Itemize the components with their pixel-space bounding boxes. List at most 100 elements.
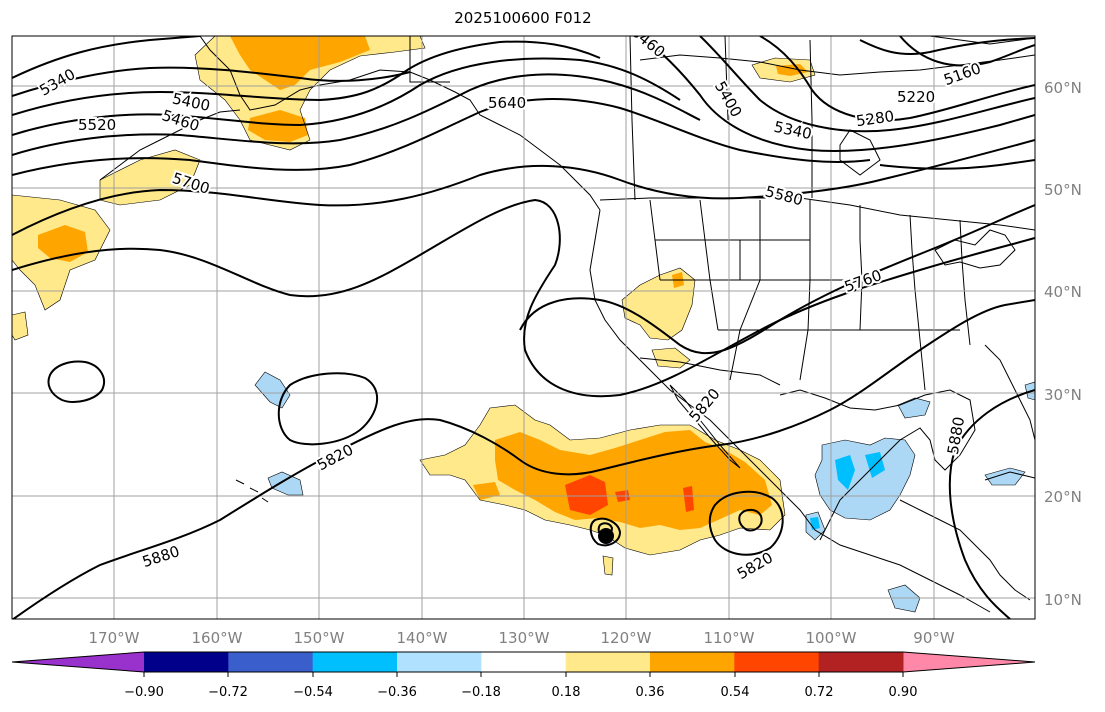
colorbar-tick-label: −0.72 (208, 685, 248, 700)
florida-coast (984, 344, 1035, 441)
negative-anomaly-region (835, 455, 855, 490)
shading-outline (887, 584, 921, 613)
colorbar-tick-label: −0.36 (377, 685, 417, 700)
lat-label: 50°N (1044, 181, 1082, 199)
map-frame (11, 35, 1036, 620)
contour-line (12, 98, 871, 176)
positive-anomaly-region (683, 486, 694, 512)
lat-label: 30°N (1044, 386, 1082, 404)
lat-label: 60°N (1044, 79, 1082, 97)
contour-line (12, 66, 411, 97)
lon-label: 100°W (806, 629, 857, 647)
us-mexico-border (639, 357, 781, 386)
contour-line (12, 73, 701, 156)
colorbar-segment (650, 652, 735, 672)
canadian-arctic-coast (639, 54, 1035, 76)
contour-line (12, 198, 1035, 398)
colorbar-segment (818, 652, 904, 672)
colorbar-segment (397, 652, 482, 672)
lon-label: 150°W (294, 629, 345, 647)
contour-line (738, 508, 763, 532)
colorbar-tick-label: 0.90 (889, 685, 918, 700)
colorbar-segment (144, 652, 229, 672)
positive-anomaly-region (603, 556, 613, 575)
colorbar: −0.90 −0.72 −0.54 −0.36 −0.18 0.18 0.36 0.54 0.7… (11, 651, 1036, 700)
lat-label: 20°N (1044, 488, 1082, 506)
shading-outline (254, 371, 291, 409)
colorbar-segment (734, 652, 820, 672)
contour-line (277, 372, 379, 446)
contour-line (12, 139, 1035, 236)
map-title: 2025100600 F012 (454, 9, 592, 27)
contour-line (879, 159, 1035, 170)
colorbar-tick-label: 0.72 (805, 685, 834, 700)
us-state-lines (649, 199, 971, 391)
lat-label: 10°N (1044, 591, 1082, 609)
colorbar-segment (312, 652, 398, 672)
colorbar-extend-min (12, 652, 144, 672)
contour-line (519, 204, 1035, 355)
height-contours (12, 36, 1035, 619)
lon-label: 90°W (913, 629, 955, 647)
contour-line (639, 36, 1035, 152)
positive-anomaly-region (248, 110, 308, 142)
contour-label: 5640 (488, 94, 526, 112)
hawaii-islands (235, 479, 269, 503)
colorbar-tick-label: 0.36 (636, 685, 665, 700)
latitude-labels: 60°N 50°N 40°N 30°N 20°N 10°N (1044, 79, 1082, 609)
colorbar-tick-label: 0.18 (552, 685, 581, 700)
shading-outline (1024, 381, 1035, 401)
graticule (12, 36, 1035, 619)
contour-line (759, 36, 1035, 122)
hudson-bay (839, 129, 881, 176)
contour-line (899, 36, 1035, 67)
lon-label: 120°W (601, 629, 652, 647)
shading-outline (751, 57, 816, 83)
gulf-of-mexico-coast (779, 389, 976, 541)
positive-anomaly-region (38, 225, 88, 262)
shading-outline (814, 437, 916, 521)
contour-label: 5220 (897, 88, 935, 106)
shading-outline (621, 267, 696, 341)
positive-anomaly-region (495, 430, 772, 530)
contour-line (12, 40, 601, 116)
contour-line (12, 57, 681, 136)
contour-line (12, 36, 201, 79)
colorbar-segment (228, 652, 314, 672)
lon-label: 130°W (499, 629, 550, 647)
shading-outline (419, 404, 786, 556)
contour-label: 5520 (78, 116, 116, 134)
colorbar-extend-max (903, 652, 1035, 672)
lat-label: 40°N (1044, 283, 1082, 301)
contour-line (699, 36, 1035, 133)
colorbar-segment (481, 652, 567, 672)
colorbar-segment (565, 652, 651, 672)
cuba-coast (984, 471, 1035, 481)
alaska-coastline (199, 36, 601, 211)
colorbar-tick-label: −0.54 (293, 685, 333, 700)
land-outlines (99, 36, 1035, 613)
north-america-west-coast (589, 209, 991, 613)
great-lakes (934, 229, 1016, 269)
contour-line (859, 37, 1035, 56)
storm-center-dot (598, 528, 614, 544)
positive-anomaly-region (230, 36, 370, 90)
central-america-coast (899, 499, 1031, 601)
shading-outline (99, 149, 201, 206)
shading-outline (12, 311, 29, 341)
contour-line (708, 490, 784, 556)
contour-line (589, 517, 622, 547)
lon-label: 110°W (704, 629, 755, 647)
contour-line (47, 360, 105, 403)
shading-outline (984, 467, 1026, 486)
colorbar-tick-label: −0.90 (124, 685, 164, 700)
positive-anomaly-region (652, 348, 690, 368)
lon-label: 160°W (192, 629, 243, 647)
lon-label: 170°W (89, 629, 140, 647)
positive-anomaly-region (12, 312, 28, 340)
colorbar-tick-label: −0.18 (461, 685, 501, 700)
canada-province-lines (409, 36, 813, 201)
lon-label: 140°W (397, 629, 448, 647)
longitude-labels: 170°W 160°W 150°W 140°W 130°W 120°W 110°… (89, 629, 955, 647)
